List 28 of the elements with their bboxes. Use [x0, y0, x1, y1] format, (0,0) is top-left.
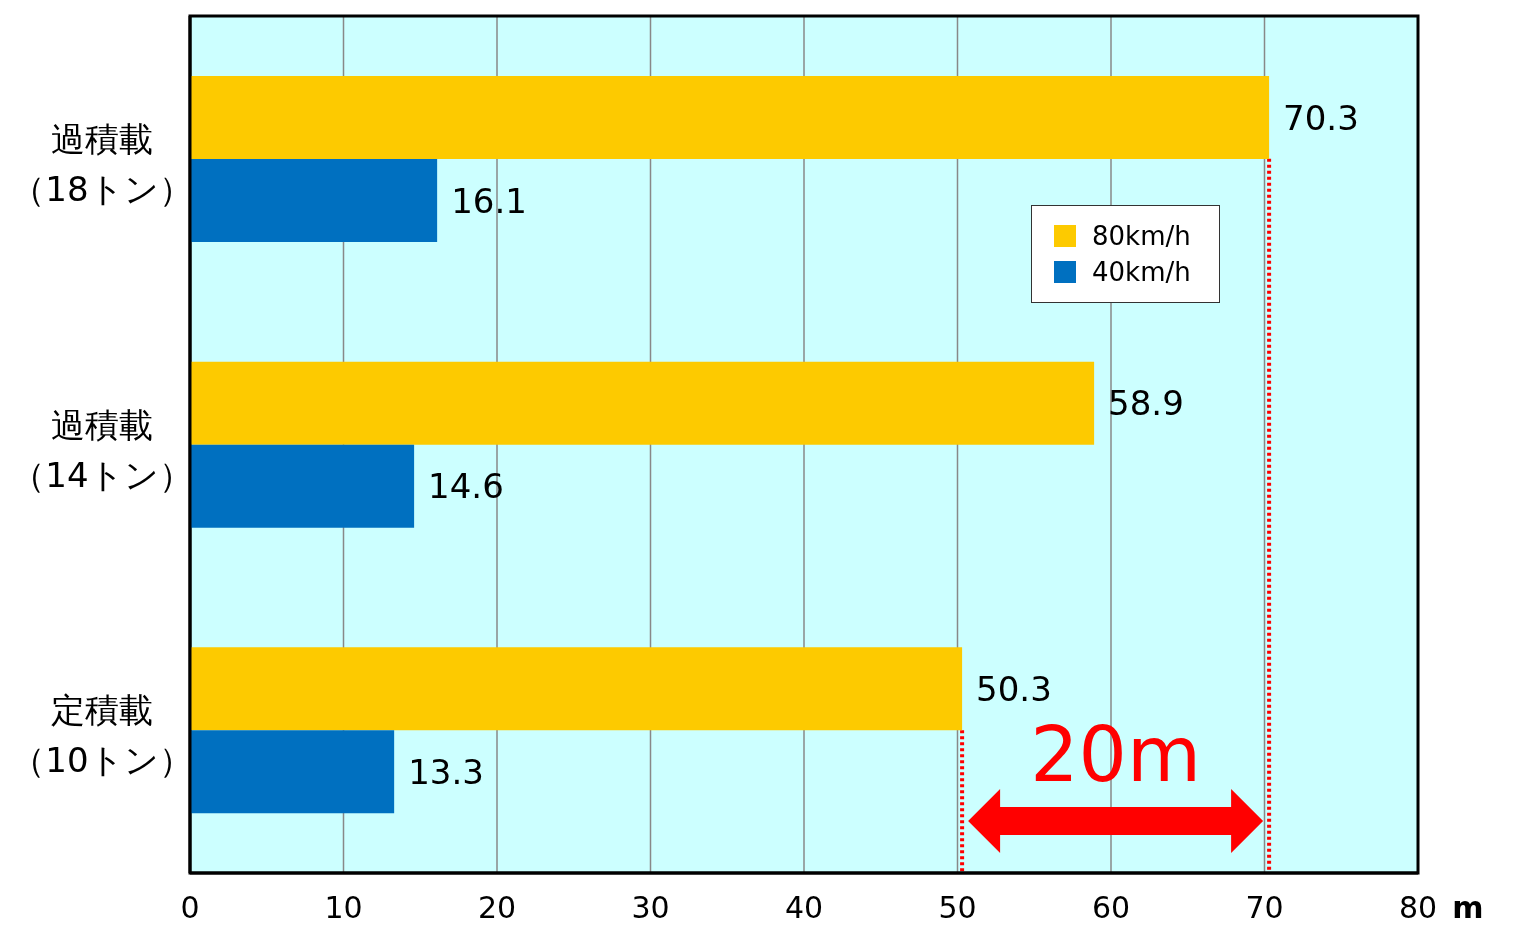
x-tick-label: 70	[1245, 890, 1284, 926]
data-label: 14.6	[428, 466, 504, 507]
data-label: 16.1	[451, 180, 527, 221]
data-label: 13.3	[408, 751, 484, 792]
x-axis-title: m	[1452, 890, 1484, 925]
bar	[190, 444, 415, 528]
x-tick-label: 30	[631, 890, 670, 926]
data-label: 58.9	[1108, 383, 1184, 424]
annotation: 20m	[1030, 710, 1201, 799]
legend-label: 40km/h	[1092, 257, 1191, 287]
y-tick-label: 過積載（14トン）	[11, 404, 193, 495]
data-label: 70.3	[1283, 97, 1359, 138]
bar	[190, 76, 1270, 159]
y-tick-label: 過積載（18トン）	[11, 118, 193, 209]
x-tick-label: 20	[477, 890, 517, 926]
x-tick-label: 10	[324, 890, 363, 926]
x-tick-label: 50	[938, 890, 977, 926]
x-tick-label: 80	[1398, 890, 1438, 926]
bar	[190, 647, 963, 731]
legend-label: 80km/h	[1092, 221, 1191, 251]
bar	[190, 159, 438, 242]
data-label: 50.3	[976, 668, 1052, 709]
bar	[190, 361, 1095, 445]
x-tick-label: 0	[180, 890, 200, 926]
y-tick-label: 定積載（10トン）	[11, 690, 193, 781]
x-tick-label: 40	[784, 890, 824, 926]
x-tick-label: 60	[1091, 890, 1131, 926]
bar	[190, 730, 395, 814]
